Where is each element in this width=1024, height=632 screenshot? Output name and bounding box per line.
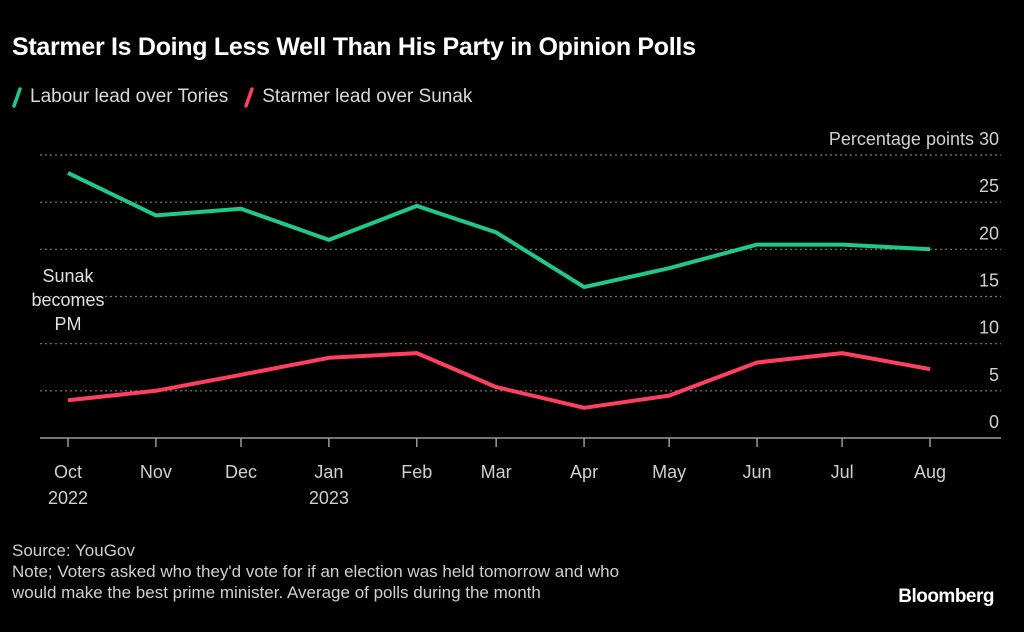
series-lines: [67, 171, 931, 410]
x-tick-label: Aug: [914, 462, 946, 482]
chart-title: Starmer Is Doing Less Well Than His Part…: [12, 33, 696, 61]
series-line-starmer: [67, 351, 931, 410]
x-tick-label-year: 2023: [309, 488, 349, 508]
annotation-text: PM: [55, 314, 82, 334]
note-line-1: Note; Voters asked who they'd vote for i…: [12, 562, 620, 581]
x-tick-label: Nov: [140, 462, 172, 482]
x-axis: Oct 2022 Nov Dec Jan 2023 Feb Mar Apr May Jun Jul Au…: [40, 437, 1001, 508]
x-tick-label: Jan: [314, 462, 343, 482]
footer: Source: YouGov Note; Voters asked who th…: [12, 540, 619, 603]
x-tick-label: Oct: [54, 462, 82, 482]
y-axis-ticks: 0 5 10 15 20 25 Percentage points 30: [829, 129, 999, 432]
series-line-labour: [67, 171, 931, 290]
y-tick-label: Percentage points 30: [829, 129, 999, 149]
y-tick-label: 5: [989, 365, 999, 385]
x-tick-label: Feb: [401, 462, 432, 482]
y-tick-label: 20: [979, 223, 999, 243]
note-line-2: would make the best prime minister. Aver…: [12, 583, 541, 602]
source-text: Source: YouGov: [12, 541, 135, 560]
x-tick-label: Dec: [225, 462, 257, 482]
x-tick-label: Jun: [743, 462, 772, 482]
x-tick-label: Mar: [481, 462, 512, 482]
y-tick-label: 15: [979, 271, 999, 291]
legend-swatch-starmer-icon: [244, 87, 254, 108]
legend-label-labour: Labour lead over Tories: [30, 86, 229, 107]
legend-item-labour: Labour lead over Tories: [12, 86, 228, 108]
x-tick-label: Apr: [570, 462, 598, 482]
legend-item-starmer: Starmer lead over Sunak: [244, 86, 472, 108]
y-tick-label: 0: [989, 412, 999, 432]
x-tick-label: Jul: [831, 462, 854, 482]
legend-swatch-labour-icon: [12, 87, 22, 108]
legend: Labour lead over Tories Starmer lead ove…: [12, 86, 488, 108]
annotation-text: Sunak: [42, 266, 94, 286]
gridlines: [40, 154, 1001, 392]
annotation-text: becomes: [31, 290, 104, 310]
y-tick-label: 10: [979, 318, 999, 338]
x-tick-label: May: [652, 462, 686, 482]
legend-label-starmer: Starmer lead over Sunak: [262, 86, 473, 107]
bloomberg-logo: Bloomberg: [898, 586, 994, 607]
x-tick-label-year: 2022: [48, 488, 88, 508]
y-tick-label: 25: [979, 176, 999, 196]
annotations: Sunak becomes PM: [31, 266, 104, 334]
